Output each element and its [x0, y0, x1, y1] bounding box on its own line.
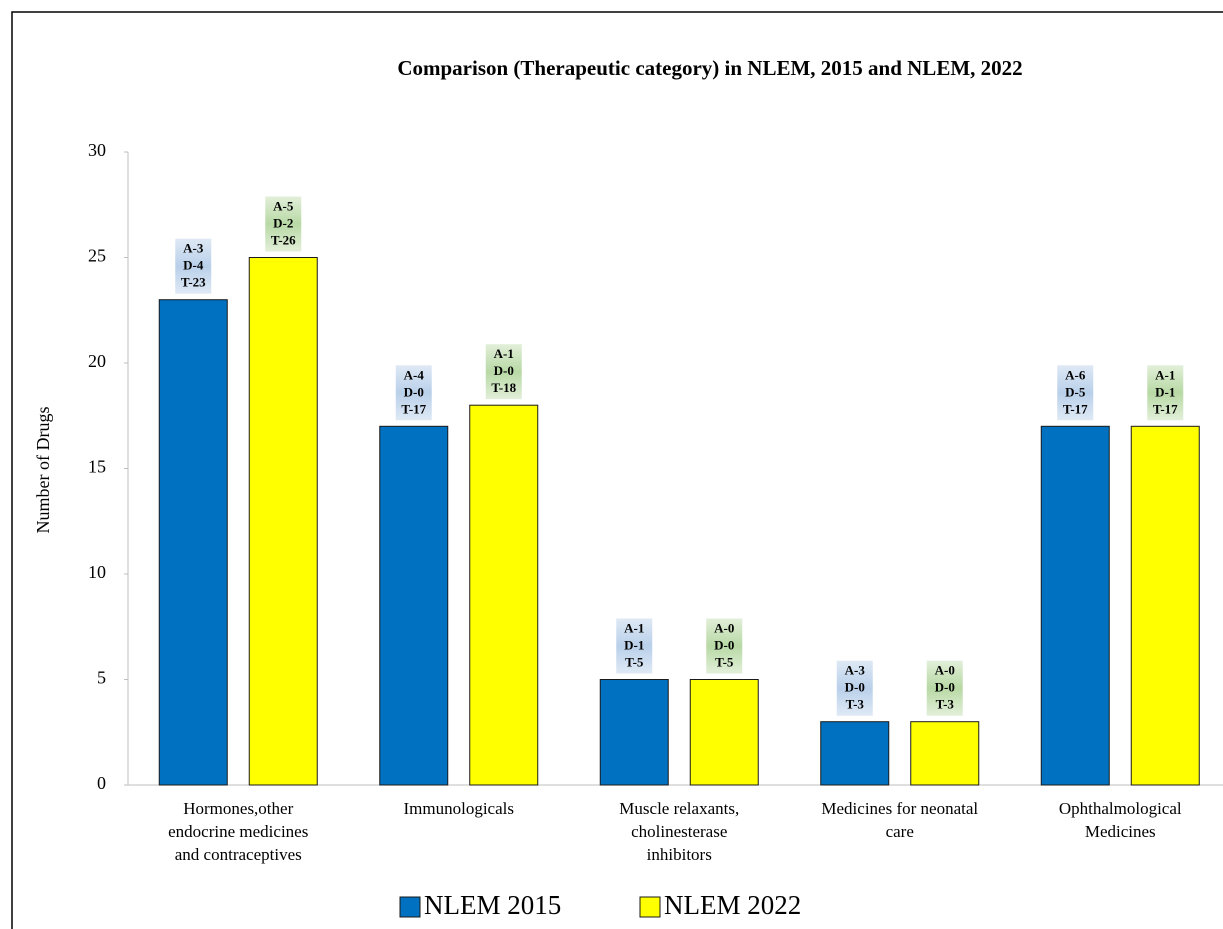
- bar: [1040, 425, 1110, 786]
- x-tick-label: Ophthalmological: [1059, 799, 1182, 818]
- annotation-box: [1057, 365, 1094, 421]
- y-tick-label: 20: [88, 351, 106, 371]
- annotation: A-5: [273, 198, 294, 213]
- annotation: D-0: [714, 637, 734, 652]
- x-tick-label: Hormones,other: [183, 799, 293, 818]
- y-tick-label: 15: [88, 457, 106, 477]
- chart-title: Comparison (Therapeutic category) in NLE…: [397, 56, 1022, 80]
- annotation: D-0: [494, 363, 514, 378]
- annotation-box: [706, 618, 743, 674]
- annotation: A-0: [935, 663, 955, 678]
- annotation-box: [265, 196, 302, 252]
- annotation: A-3: [183, 241, 204, 256]
- bar: [910, 721, 980, 786]
- annotation: D-4: [183, 258, 204, 273]
- y-tick-label: 0: [97, 773, 106, 793]
- bar: [379, 425, 449, 786]
- annotation-box: [1147, 365, 1184, 421]
- annotation: T-23: [181, 275, 206, 290]
- chart-border: [11, 11, 1223, 929]
- bar: [689, 679, 759, 786]
- legend-label: NLEM 2015: [424, 890, 561, 920]
- annotation: A-1: [494, 346, 514, 361]
- x-tick-label: Medicines: [1085, 822, 1156, 841]
- y-tick-label: 5: [97, 668, 106, 688]
- y-tick-label: 25: [88, 246, 106, 266]
- annotation: T-3: [846, 697, 865, 712]
- annotation: D-1: [1155, 384, 1175, 399]
- bar: [820, 721, 890, 786]
- annotation-box: [395, 365, 432, 421]
- annotation-box: [616, 618, 653, 674]
- annotation: T-17: [1153, 401, 1178, 416]
- y-axis-label: Number of Drugs: [33, 407, 53, 534]
- x-tick-label: endocrine medicines: [168, 822, 308, 841]
- annotation: D-0: [845, 680, 865, 695]
- annotation: A-0: [714, 620, 734, 635]
- x-tick-label: Muscle relaxants,: [619, 799, 739, 818]
- x-tick-label: Immunologicals: [404, 799, 514, 818]
- bar: [1130, 425, 1200, 786]
- annotation: T-5: [715, 654, 734, 669]
- annotation: D-5: [1065, 384, 1086, 399]
- x-tick-label: cholinesterase: [631, 822, 727, 841]
- annotation-box: [836, 660, 873, 716]
- annotation: T-17: [1063, 401, 1088, 416]
- annotation: A-1: [1155, 367, 1175, 382]
- annotation: A-1: [624, 620, 644, 635]
- annotation-box: [926, 660, 963, 716]
- x-tick-label: and contraceptives: [175, 845, 302, 864]
- annotation: D-0: [404, 384, 424, 399]
- bar: [599, 679, 669, 786]
- annotation-box: [485, 344, 522, 400]
- y-tick-label: 10: [88, 562, 106, 582]
- annotation: T-17: [401, 401, 426, 416]
- annotation-box: [175, 238, 212, 294]
- annotation: D-2: [273, 215, 293, 230]
- bar: [248, 257, 318, 786]
- annotation: A-6: [1065, 367, 1086, 382]
- annotation: T-5: [625, 654, 644, 669]
- legend-label: NLEM 2022: [664, 890, 801, 920]
- annotation: A-4: [404, 367, 425, 382]
- x-tick-label: inhibitors: [647, 845, 712, 864]
- annotation: T-18: [491, 380, 516, 395]
- bar: [158, 299, 228, 786]
- annotation: D-0: [935, 680, 955, 695]
- annotation: T-3: [936, 697, 955, 712]
- annotation: T-26: [271, 232, 296, 247]
- x-tick-label: Medicines for neonatal: [821, 799, 978, 818]
- bar: [469, 404, 539, 786]
- x-tick-label: care: [886, 822, 914, 841]
- legend-swatch: [639, 896, 661, 918]
- annotation: D-1: [624, 637, 644, 652]
- y-tick-label: 30: [88, 140, 106, 160]
- annotation: A-3: [845, 663, 866, 678]
- legend-swatch: [399, 896, 421, 918]
